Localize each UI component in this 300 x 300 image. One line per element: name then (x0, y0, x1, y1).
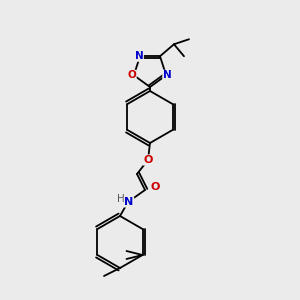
Text: N: N (124, 197, 134, 207)
Text: O: O (128, 70, 136, 80)
Text: O: O (143, 155, 153, 165)
Text: N: N (135, 51, 143, 61)
Text: N: N (163, 70, 172, 80)
Text: H: H (117, 194, 125, 204)
Text: O: O (150, 182, 160, 192)
